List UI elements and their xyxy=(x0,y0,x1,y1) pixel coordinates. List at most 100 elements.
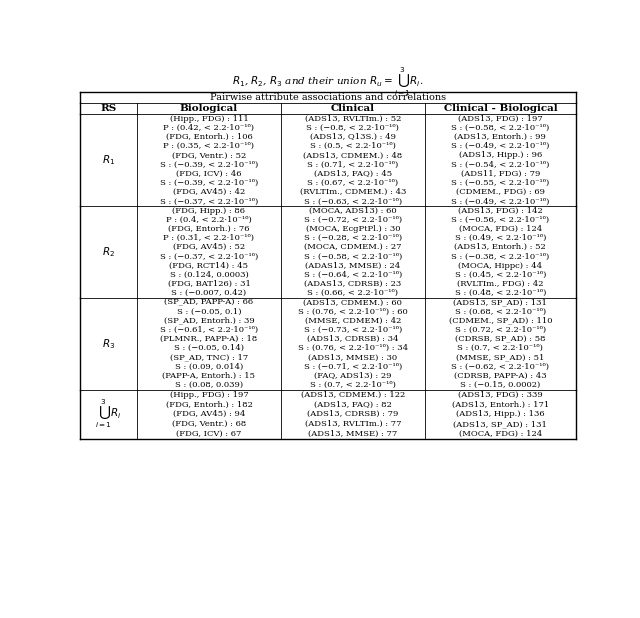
Text: Biological: Biological xyxy=(180,104,238,113)
Text: (FDG, Entorh.) : 106: (FDG, Entorh.) : 106 xyxy=(166,133,252,141)
Text: (ADS11, FDG) : 79: (ADS11, FDG) : 79 xyxy=(461,170,540,178)
Text: S : (0.68, < 2.2·10⁻¹⁶): S : (0.68, < 2.2·10⁻¹⁶) xyxy=(455,308,546,316)
Text: (FDG, Entorh.) : 182: (FDG, Entorh.) : 182 xyxy=(166,400,252,408)
Text: (ADS13, Entorh.) : 99: (ADS13, Entorh.) : 99 xyxy=(454,133,547,141)
Text: (MMSE, SP_AD) : 51: (MMSE, SP_AD) : 51 xyxy=(456,353,545,362)
Text: (MOCA, Hippc) : 44: (MOCA, Hippc) : 44 xyxy=(458,261,543,269)
Text: S : (−0.28, < 2.2·10⁻¹⁶): S : (−0.28, < 2.2·10⁻¹⁶) xyxy=(304,234,402,242)
Text: (ADS13, FDG) : 339: (ADS13, FDG) : 339 xyxy=(458,391,543,399)
Text: S : (0.7, < 2.2·10⁻¹⁶): S : (0.7, < 2.2·10⁻¹⁶) xyxy=(458,344,543,352)
Text: Clinical - Biological: Clinical - Biological xyxy=(444,104,557,113)
Text: (PLMNR., PAPP-A) : 18: (PLMNR., PAPP-A) : 18 xyxy=(161,335,257,343)
Text: S : (−0.63, < 2.2·10⁻¹⁶): S : (−0.63, < 2.2·10⁻¹⁶) xyxy=(304,197,402,205)
Text: (ADAS13, CDRSB) : 23: (ADAS13, CDRSB) : 23 xyxy=(304,280,401,288)
Text: S : (−0.55, < 2.2·10⁻¹⁶): S : (−0.55, < 2.2·10⁻¹⁶) xyxy=(451,179,550,187)
Text: (ADS13, CDMEM.) : 48: (ADS13, CDMEM.) : 48 xyxy=(303,151,403,159)
Text: S : (0.48, < 2.2·10⁻¹⁶): S : (0.48, < 2.2·10⁻¹⁶) xyxy=(454,289,546,297)
Text: (SP_AD, TNC) : 17: (SP_AD, TNC) : 17 xyxy=(170,353,248,362)
Text: S : (0.66, < 2.2·10⁻¹⁶): S : (0.66, < 2.2·10⁻¹⁶) xyxy=(307,289,398,297)
Text: (CDMEM., FDG) : 69: (CDMEM., FDG) : 69 xyxy=(456,188,545,196)
Text: (ADS13, RVLTIm.) : 52: (ADS13, RVLTIm.) : 52 xyxy=(305,115,401,123)
Text: S : (−0.007, 0.42): S : (−0.007, 0.42) xyxy=(172,289,246,297)
Text: S : (0.76, < 2.2·10⁻¹⁶) : 60: S : (0.76, < 2.2·10⁻¹⁶) : 60 xyxy=(298,308,408,316)
Text: S : (−0.58, < 2.2·10⁻¹⁶): S : (−0.58, < 2.2·10⁻¹⁶) xyxy=(451,124,550,132)
Text: (RVLTIm., FDG) : 42: (RVLTIm., FDG) : 42 xyxy=(457,280,543,288)
Text: S : (−0.37, < 2.2·10⁻¹⁶): S : (−0.37, < 2.2·10⁻¹⁶) xyxy=(160,253,258,260)
Text: P : (0.4, < 2.2·10⁻¹⁶): P : (0.4, < 2.2·10⁻¹⁶) xyxy=(166,216,252,224)
Text: (FDG, RCT14) : 45: (FDG, RCT14) : 45 xyxy=(170,261,248,269)
Text: P : (0.42, < 2.2·10⁻¹⁶): P : (0.42, < 2.2·10⁻¹⁶) xyxy=(163,124,255,132)
Text: S : (−0.15, 0.0002): S : (−0.15, 0.0002) xyxy=(460,381,541,389)
Text: (ADS13, Entorh.) : 52: (ADS13, Entorh.) : 52 xyxy=(454,243,546,252)
Text: S : (0.67, < 2.2·10⁻¹⁶): S : (0.67, < 2.2·10⁻¹⁶) xyxy=(307,179,398,187)
Text: (ADS13, CDMEM.) : 60: (ADS13, CDMEM.) : 60 xyxy=(303,298,402,307)
Text: S : (−0.05, 0.14): S : (−0.05, 0.14) xyxy=(174,344,244,352)
Text: S : (−0.37, < 2.2·10⁻¹⁶): S : (−0.37, < 2.2·10⁻¹⁶) xyxy=(160,197,258,205)
Text: (FDG, Hipp.) : 86: (FDG, Hipp.) : 86 xyxy=(172,206,246,214)
Text: (ADS13, SP_AD) : 131: (ADS13, SP_AD) : 131 xyxy=(453,420,547,428)
Text: Clinical: Clinical xyxy=(331,104,375,113)
Text: S : (−0.56, < 2.2·10⁻¹⁶): S : (−0.56, < 2.2·10⁻¹⁶) xyxy=(451,216,549,224)
Text: (CDRSB, PAPP-A) : 43: (CDRSB, PAPP-A) : 43 xyxy=(454,372,547,380)
Text: (CDMEM., SP_AD) : 110: (CDMEM., SP_AD) : 110 xyxy=(449,317,552,325)
Text: (MOCA, FDG) : 124: (MOCA, FDG) : 124 xyxy=(459,225,542,233)
Text: (PAPP-A, Entorh.) : 15: (PAPP-A, Entorh.) : 15 xyxy=(163,372,255,380)
Text: S : (−0.8, < 2.2·10⁻¹⁶): S : (−0.8, < 2.2·10⁻¹⁶) xyxy=(307,124,399,132)
Text: S : (−0.39, < 2.2·10⁻¹⁶): S : (−0.39, < 2.2·10⁻¹⁶) xyxy=(160,161,258,169)
Text: RS: RS xyxy=(100,104,116,113)
Text: (ADS13, CDRSB) : 79: (ADS13, CDRSB) : 79 xyxy=(307,410,399,418)
Text: (MMSE, CDMEM) : 42: (MMSE, CDMEM) : 42 xyxy=(305,317,401,325)
Text: S : (0.71, < 2.2·10⁻¹⁶): S : (0.71, < 2.2·10⁻¹⁶) xyxy=(307,161,399,169)
Text: (MOCA, ADS13) : 60: (MOCA, ADS13) : 60 xyxy=(309,206,397,214)
Text: S : (0.7, < 2.2·10⁻¹⁶): S : (0.7, < 2.2·10⁻¹⁶) xyxy=(310,381,396,389)
Text: $R_1$: $R_1$ xyxy=(102,153,115,167)
Text: (ADS13, FDG) : 197: (ADS13, FDG) : 197 xyxy=(458,115,543,123)
Text: S : (0.45, < 2.2·10⁻¹⁶): S : (0.45, < 2.2·10⁻¹⁶) xyxy=(454,271,546,279)
Text: S : (−0.49, < 2.2·10⁻¹⁶): S : (−0.49, < 2.2·10⁻¹⁶) xyxy=(451,197,550,205)
Text: (ADS13, SP_AD) : 131: (ADS13, SP_AD) : 131 xyxy=(453,298,547,307)
Text: (ADS13, FAQ) : 82: (ADS13, FAQ) : 82 xyxy=(314,400,392,408)
Text: (ADS13, FDG) : 142: (ADS13, FDG) : 142 xyxy=(458,206,543,214)
Text: (MOCA, FDG) : 124: (MOCA, FDG) : 124 xyxy=(459,430,542,438)
Text: (ADS13, CDRSB) : 34: (ADS13, CDRSB) : 34 xyxy=(307,335,399,343)
Text: (SP_AD, Entorh.) : 39: (SP_AD, Entorh.) : 39 xyxy=(164,317,254,325)
Text: S : (0.49, < 2.2·10⁻¹⁶): S : (0.49, < 2.2·10⁻¹⁶) xyxy=(454,234,546,242)
Text: S : (−0.71, < 2.2·10⁻¹⁶): S : (−0.71, < 2.2·10⁻¹⁶) xyxy=(303,363,402,371)
Text: (Hipp., FDG) : 197: (Hipp., FDG) : 197 xyxy=(170,391,248,399)
Text: S : (−0.73, < 2.2·10⁻¹⁶): S : (−0.73, < 2.2·10⁻¹⁶) xyxy=(303,326,402,334)
Text: (FDG, Entorh.) : 76: (FDG, Entorh.) : 76 xyxy=(168,225,250,233)
Text: (MOCA, EcgPtPl.) : 30: (MOCA, EcgPtPl.) : 30 xyxy=(305,225,400,233)
Text: (CDRSB, SP_AD) : 58: (CDRSB, SP_AD) : 58 xyxy=(455,335,546,343)
Text: S : (−0.72, < 2.2·10⁻¹⁶): S : (−0.72, < 2.2·10⁻¹⁶) xyxy=(304,216,402,224)
Text: $\bigcup_{i=1}^{3} R_i$: $\bigcup_{i=1}^{3} R_i$ xyxy=(95,398,122,430)
Text: S : (0.08, 0.039): S : (0.08, 0.039) xyxy=(175,381,243,389)
Text: P : (0.31, < 2.2·10⁻¹⁶): P : (0.31, < 2.2·10⁻¹⁶) xyxy=(163,234,255,242)
Text: (Hipp., FDG) : 111: (Hipp., FDG) : 111 xyxy=(170,115,248,123)
Text: S : (−0.38, < 2.2·10⁻¹⁶): S : (−0.38, < 2.2·10⁻¹⁶) xyxy=(451,253,550,260)
Text: (ADS13, CDMEM.) : 122: (ADS13, CDMEM.) : 122 xyxy=(301,391,405,399)
Text: P : (0.35, < 2.2·10⁻¹⁶): P : (0.35, < 2.2·10⁻¹⁶) xyxy=(163,142,255,150)
Text: $R_3$: $R_3$ xyxy=(102,337,115,350)
Text: (SP_AD, PAPP-A) : 66: (SP_AD, PAPP-A) : 66 xyxy=(164,298,253,307)
Text: Pairwise attribute associations and correlations: Pairwise attribute associations and corr… xyxy=(210,93,446,102)
Text: (ADS13, Entorh.) : 171: (ADS13, Entorh.) : 171 xyxy=(452,400,549,408)
Text: S : (0.5, < 2.2·10⁻¹⁶): S : (0.5, < 2.2·10⁻¹⁶) xyxy=(310,142,396,150)
Text: (RVLTIm., CDMEM.) : 43: (RVLTIm., CDMEM.) : 43 xyxy=(300,188,406,196)
Text: $R_1$, $R_2$, $R_3$ and their union $R_u = \bigcup_{i=1}^{3} R_i$.: $R_1$, $R_2$, $R_3$ and their union $R_u… xyxy=(232,66,424,98)
Text: S : (0.72, < 2.2·10⁻¹⁶): S : (0.72, < 2.2·10⁻¹⁶) xyxy=(455,326,546,334)
Text: (FDG, AV45) : 52: (FDG, AV45) : 52 xyxy=(173,243,245,252)
Text: S : (−0.62, < 2.2·10⁻¹⁶): S : (−0.62, < 2.2·10⁻¹⁶) xyxy=(451,363,549,371)
Text: S : (−0.58, < 2.2·10⁻¹⁶): S : (−0.58, < 2.2·10⁻¹⁶) xyxy=(303,253,402,260)
Text: (FDG, AV45) : 94: (FDG, AV45) : 94 xyxy=(173,410,245,418)
Text: (FDG, ICV) : 46: (FDG, ICV) : 46 xyxy=(176,170,242,178)
Text: $R_2$: $R_2$ xyxy=(102,245,115,259)
Text: (FDG, ICV) : 67: (FDG, ICV) : 67 xyxy=(176,430,242,438)
Text: (ADAS13, MMSE) : 24: (ADAS13, MMSE) : 24 xyxy=(305,261,401,269)
Text: S : (−0.64, < 2.2·10⁻¹⁶): S : (−0.64, < 2.2·10⁻¹⁶) xyxy=(303,271,402,279)
Text: (FDG, BAT126) : 31: (FDG, BAT126) : 31 xyxy=(168,280,250,288)
Text: S : (−0.49, < 2.2·10⁻¹⁶): S : (−0.49, < 2.2·10⁻¹⁶) xyxy=(451,142,550,150)
Text: (FDG, Ventr.) : 52: (FDG, Ventr.) : 52 xyxy=(172,151,246,159)
Text: S : (0.09, 0.014): S : (0.09, 0.014) xyxy=(175,363,243,371)
Text: (FAQ, ADS13) : 29: (FAQ, ADS13) : 29 xyxy=(314,372,392,380)
Text: S : (0.76, < 2.2·10⁻¹⁶) : 34: S : (0.76, < 2.2·10⁻¹⁶) : 34 xyxy=(298,344,408,352)
